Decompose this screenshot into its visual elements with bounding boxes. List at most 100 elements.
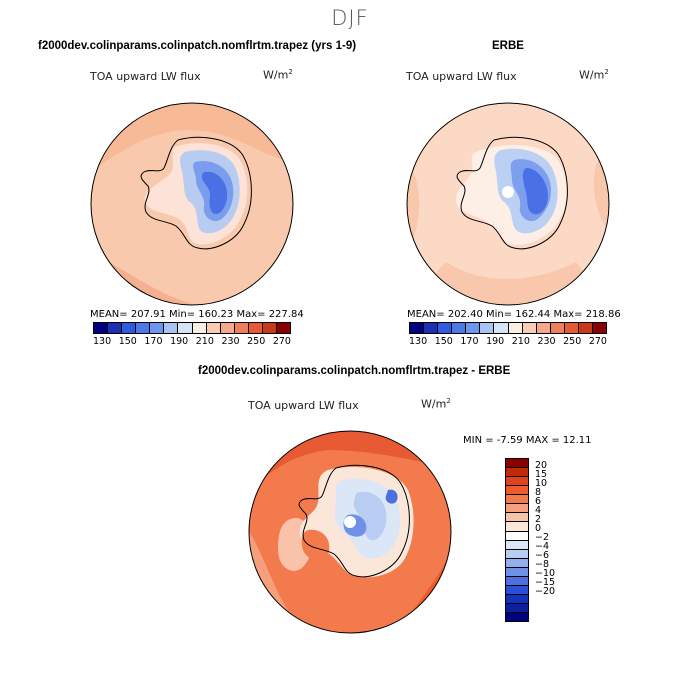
colorbar-tick-label: 150: [434, 336, 453, 347]
colorbar-tick-label: 170: [460, 336, 479, 347]
colorbar-tick-label: 20: [535, 460, 548, 471]
colorbar-swatch: [550, 323, 565, 333]
colorbar-tick-label: 2: [535, 514, 542, 525]
colorbar-swatch: [593, 323, 607, 333]
colorbar-swatch: [506, 613, 528, 622]
panel1-colorbar-ticks: 130 150 170 190 210 230 250 270: [93, 336, 291, 347]
colorbar-swatch: [424, 323, 439, 333]
panel2-map: [406, 102, 610, 306]
colorbar-tick-label: 170: [144, 336, 163, 347]
colorbar-swatch: [536, 323, 551, 333]
colorbar-swatch: [494, 323, 509, 333]
colorbar-swatch: [277, 323, 291, 333]
colorbar-swatch: [192, 323, 207, 333]
panel1-colorbar-swatches: [93, 322, 291, 334]
colorbar-swatch: [410, 323, 425, 333]
panel2-continent-outline: [456, 136, 568, 250]
colorbar-swatch: [506, 513, 528, 523]
colorbar-swatch: [480, 323, 495, 333]
panel2-pole-gap: [502, 186, 514, 198]
panel1-map: [90, 102, 294, 306]
panel1-map-border: [90, 102, 294, 306]
colorbar-swatch: [508, 323, 523, 333]
colorbar-swatch: [206, 323, 221, 333]
colorbar-tick-label: 130: [93, 336, 112, 347]
panel3-field-region: [385, 489, 398, 504]
colorbar-swatch: [108, 323, 123, 333]
panel2-field-region: [522, 168, 548, 215]
panel1-colorbar: 130 150 170 190 210 230 250 270: [93, 322, 291, 347]
colorbar-swatch: [164, 323, 179, 333]
colorbar-swatch: [506, 486, 528, 496]
colorbar-swatch: [466, 323, 481, 333]
panel2-colorbar: 130 150 170 190 210 230 250 270: [409, 322, 607, 347]
colorbar-swatch: [506, 459, 528, 469]
colorbar-tick-label: 210: [511, 336, 530, 347]
panel3-variable-label: TOA upward LW flux: [248, 399, 359, 412]
panel1-units-label: W/m2: [263, 68, 293, 82]
colorbar-swatch: [578, 323, 594, 333]
colorbar-tick-label: 230: [537, 336, 556, 347]
colorbar-tick-label: 4: [535, 505, 542, 516]
panel2-stats: MEAN= 202.40 Min= 162.44 Max= 218.86: [407, 309, 621, 320]
colorbar-tick-label: 210: [195, 336, 214, 347]
colorbar-swatch: [438, 323, 453, 333]
colorbar-tick-label: −15: [535, 577, 556, 588]
colorbar-swatch: [150, 323, 165, 333]
colorbar-tick-label: 270: [272, 336, 291, 347]
panel3-map-border: [248, 430, 452, 634]
figure-title: DJF: [331, 6, 369, 30]
panel2-units-label: W/m2: [579, 68, 609, 82]
colorbar-tick-label: 15: [535, 469, 548, 480]
panel3-field-region: [353, 491, 387, 541]
colorbar-swatch: [178, 323, 193, 333]
panel3-colorbar: [505, 458, 529, 622]
colorbar-swatch: [94, 323, 109, 333]
colorbar-swatch: [452, 323, 467, 333]
colorbar-swatch: [522, 323, 537, 333]
colorbar-swatch: [506, 504, 528, 514]
colorbar-swatch: [564, 323, 579, 333]
panel1-title: f2000dev.colinparams.colinpatch.nomflrtm…: [38, 40, 357, 52]
colorbar-tick-label: −6: [535, 550, 550, 561]
colorbar-swatch: [220, 323, 235, 333]
panel2-map-border: [406, 102, 610, 306]
colorbar-swatch: [506, 549, 528, 559]
panel3-units-label: W/m2: [421, 397, 451, 411]
colorbar-swatch: [506, 522, 528, 532]
panel3-colorbar-swatches: [505, 458, 529, 622]
panel1-stats: MEAN= 207.91 Min= 160.23 Max= 227.84: [90, 309, 304, 320]
colorbar-tick-label: 230: [221, 336, 240, 347]
colorbar-tick-label: 6: [535, 496, 542, 507]
panel3-field-region: [301, 529, 330, 562]
colorbar-swatch: [506, 531, 528, 541]
colorbar-swatch: [506, 477, 528, 487]
colorbar-swatch: [506, 468, 528, 478]
colorbar-tick-label: 0: [535, 523, 542, 534]
panel2-colorbar-ticks: 130 150 170 190 210 230 250 270: [409, 336, 607, 347]
panel3-colorbar-ticks: 20 15 10 8 6 4 2 0 −2 −4 −6 −8 −10 −15 −20: [535, 458, 575, 620]
colorbar-tick-label: −4: [535, 541, 550, 552]
colorbar-swatch: [506, 567, 528, 577]
colorbar-swatch: [506, 604, 528, 614]
colorbar-tick-label: 270: [588, 336, 607, 347]
colorbar-swatch: [248, 323, 263, 333]
panel1-continent-outline: [140, 136, 252, 250]
colorbar-tick-label: 8: [535, 487, 542, 498]
colorbar-swatch: [122, 323, 137, 333]
panel3-pole-gap: [344, 516, 356, 528]
colorbar-tick-label: −8: [535, 559, 550, 570]
panel2-variable-label: TOA upward LW flux: [406, 70, 517, 83]
panel2-colorbar-swatches: [409, 322, 607, 334]
panel3-title: f2000dev.colinparams.colinpatch.nomflrtm…: [198, 365, 511, 377]
colorbar-swatch: [506, 495, 528, 505]
colorbar-tick-label: 130: [409, 336, 428, 347]
colorbar-swatch: [506, 594, 528, 604]
panel3-stats: MIN = -7.59 MAX = 12.11: [463, 435, 592, 446]
colorbar-swatch: [506, 576, 528, 586]
colorbar-tick-label: 10: [535, 478, 548, 489]
colorbar-tick-label: 190: [170, 336, 189, 347]
colorbar-tick-label: −10: [535, 568, 556, 579]
panel1-field-region: [91, 103, 293, 172]
panel1-variable-label: TOA upward LW flux: [90, 70, 201, 83]
